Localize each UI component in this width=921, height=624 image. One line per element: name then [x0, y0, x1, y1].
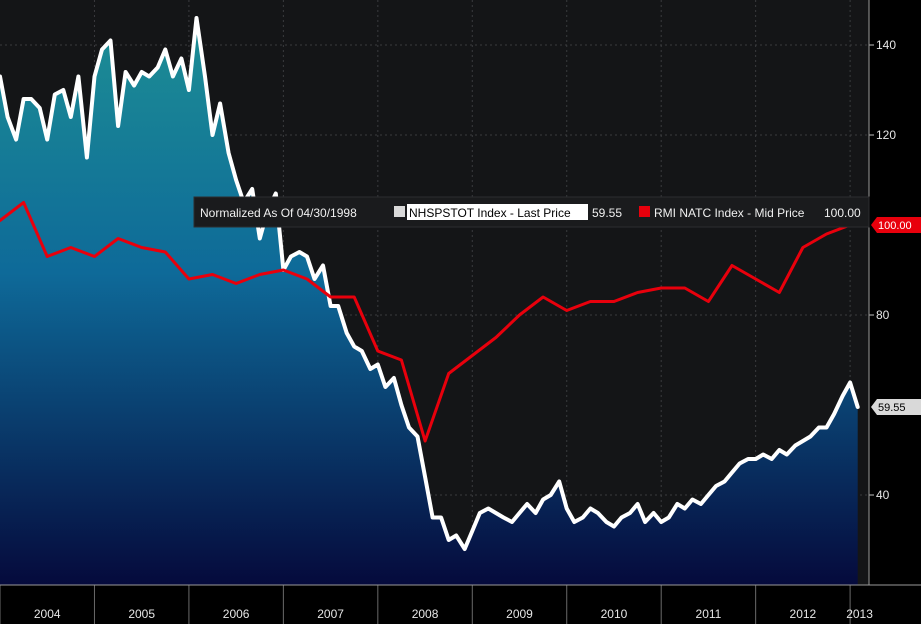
last-value-label-0: 59.55	[878, 402, 906, 414]
last-value-label-1: 100.00	[878, 220, 912, 232]
series-line-0	[0, 16, 860, 551]
legend-value-nhspstot: 59.55	[592, 206, 622, 220]
x-tick-label: 2005	[128, 607, 155, 621]
legend-value-rmi: 100.00	[824, 206, 861, 220]
y-tick-label: 80	[876, 308, 890, 322]
legend-name-rmi: RMI NATC Index - Mid Price	[654, 206, 805, 220]
x-tick-label: 2006	[223, 607, 250, 621]
x-tick-label: 2013	[846, 607, 873, 621]
series-line-1	[0, 201, 852, 443]
x-tick-label: 2007	[317, 607, 344, 621]
legend-swatch-rmi	[639, 206, 650, 217]
legend-name-highlight	[407, 204, 588, 220]
x-tick-label: 2011	[696, 607, 722, 621]
y-tick-label: 140	[876, 38, 896, 52]
legend-prefix: Normalized As Of 04/30/1998	[200, 206, 357, 220]
last-value-flag-0	[871, 399, 921, 416]
line-layer	[0, 16, 860, 551]
y-tick-label: 40	[876, 488, 890, 502]
legend-name-nhspstot: NHSPSTOT Index - Last Price	[409, 206, 571, 220]
area-layer	[0, 18, 858, 585]
y-tick-label: 120	[876, 128, 896, 142]
last-value-flag-1	[871, 217, 921, 233]
x-tick-label: 2008	[412, 607, 439, 621]
x-tick-label: 2010	[601, 607, 628, 621]
x-tick-label: 2004	[34, 607, 61, 621]
series-area-0	[0, 18, 858, 585]
x-tick-label: 2009	[506, 607, 533, 621]
flag-layer: 59.55 100.00	[871, 217, 921, 416]
x-tick-label: 2012	[790, 607, 817, 621]
legend: Normalized As Of 04/30/1998 NHSPSTOT Ind…	[193, 196, 870, 228]
legend-swatch-nhspstot	[394, 206, 405, 217]
